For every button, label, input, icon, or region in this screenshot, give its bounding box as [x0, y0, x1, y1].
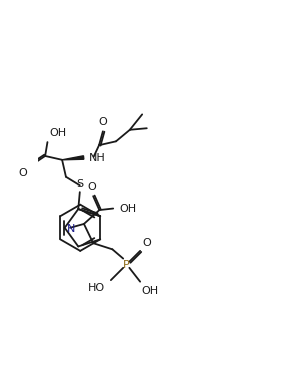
Text: N: N	[67, 224, 75, 234]
Text: O: O	[19, 168, 27, 178]
Text: OH: OH	[119, 204, 136, 214]
Text: P: P	[123, 260, 130, 270]
Text: OH: OH	[50, 128, 67, 138]
Text: OH: OH	[142, 286, 159, 296]
Text: HO: HO	[88, 283, 105, 293]
Text: O: O	[143, 238, 151, 248]
Text: O: O	[87, 181, 96, 191]
Text: O: O	[99, 117, 107, 127]
Text: S: S	[76, 179, 83, 189]
Polygon shape	[62, 156, 84, 160]
Text: NH: NH	[89, 152, 106, 162]
